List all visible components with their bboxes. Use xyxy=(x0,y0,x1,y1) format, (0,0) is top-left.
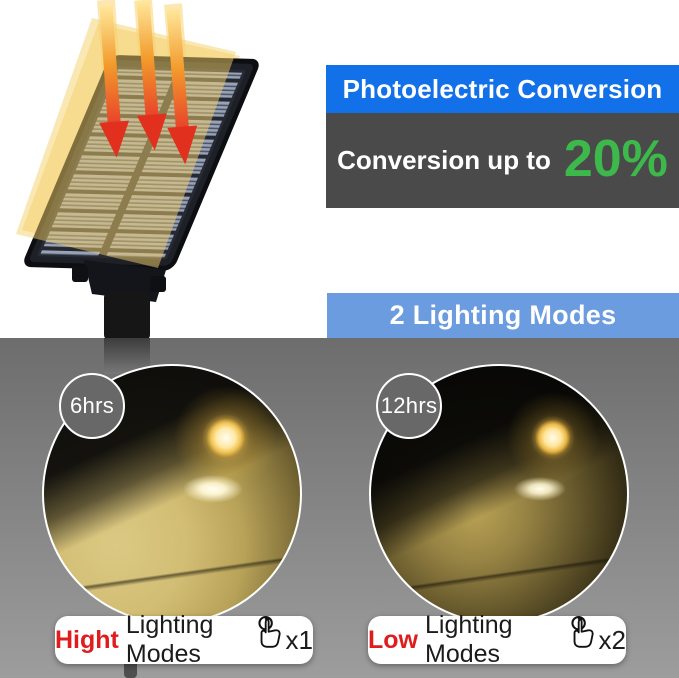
tap-count: x2 xyxy=(598,624,626,655)
mode-suffix: Lighting Modes xyxy=(425,611,513,668)
conversion-title: Photoelectric Conversion xyxy=(342,73,663,104)
duration-text: 12hrs xyxy=(380,393,438,418)
mode-label-low: Low Lighting Modes x2 xyxy=(368,611,626,668)
conversion-value: 20% xyxy=(563,129,668,188)
duration-text: 6hrs xyxy=(70,393,114,418)
mode-name: Hight xyxy=(55,625,119,654)
mode-name: Low xyxy=(368,625,418,654)
conversion-label: Conversion up to xyxy=(337,145,551,175)
mode-label-high: Hight Lighting Modes x1 xyxy=(55,611,313,668)
conversion-box-body: Conversion up to 20% xyxy=(326,113,679,208)
conversion-box-header: Photoelectric Conversion xyxy=(326,65,679,113)
tap-icon xyxy=(257,615,281,648)
solar-panel-illustration xyxy=(16,0,259,374)
tap-count: x1 xyxy=(285,624,313,655)
photo-high-mode xyxy=(42,364,302,624)
photoelectric-conversion-box: Photoelectric Conversion Conversion up t… xyxy=(326,65,679,208)
panel-mount-pole xyxy=(72,260,166,374)
tap-icon xyxy=(570,615,594,648)
sunlight-sheet-front xyxy=(16,18,236,268)
banner-title: 2 Lighting Modes xyxy=(389,300,617,330)
duration-badge-6hrs: 6hrs xyxy=(59,373,125,439)
mode-suffix: Lighting Modes xyxy=(125,611,214,668)
sunlight-arrows-icon xyxy=(99,0,198,165)
duration-badge-12hrs: 12hrs xyxy=(376,373,442,439)
lighting-modes-banner: 2 Lighting Modes xyxy=(327,293,679,338)
